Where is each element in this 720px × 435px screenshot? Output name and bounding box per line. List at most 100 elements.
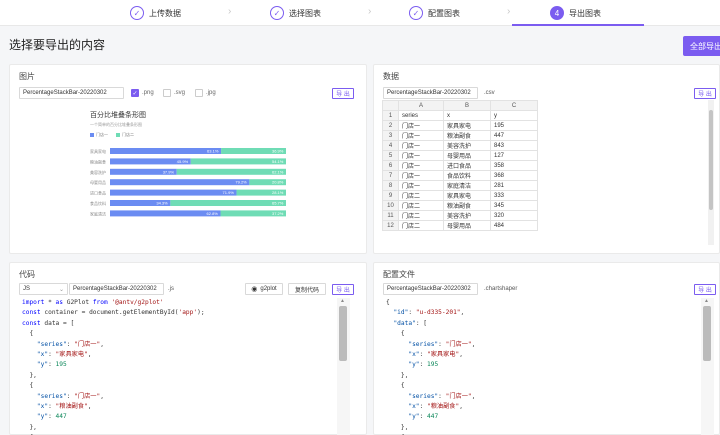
- legend-item: 门店二: [116, 132, 134, 138]
- code-line: "x": "家具家电",: [408, 351, 463, 359]
- export-config-button[interactable]: 导 出: [694, 284, 716, 295]
- code-line: "id": "u-d335-201",: [393, 309, 465, 317]
- table-cell[interactable]: 粮油副食: [443, 200, 491, 211]
- format-svg-checkbox[interactable]: .svg: [163, 89, 185, 97]
- table-cell[interactable]: 家具家电: [443, 190, 491, 201]
- table-cell[interactable]: 195: [490, 120, 538, 131]
- spreadsheet: A B C 1 series x y 2 门店一 家具家电 195 3 门店一 粮油副食 447 4 门店…: [382, 100, 710, 245]
- table-cell[interactable]: 门店一: [398, 140, 444, 151]
- bar-segment: [110, 179, 250, 186]
- table-cell[interactable]: 484: [490, 220, 538, 231]
- step-configure-chart[interactable]: ✓ 配置图表: [409, 3, 460, 23]
- legend-label: 门店二: [122, 132, 134, 137]
- table-cell[interactable]: 家具家电: [443, 120, 491, 131]
- table-cell[interactable]: 门店一: [398, 150, 444, 161]
- code-line: "x": "粮油副食",: [36, 403, 92, 411]
- scrollbar-thumb[interactable]: [709, 110, 713, 210]
- row-number: 10: [382, 200, 399, 211]
- table-cell[interactable]: 门店二: [398, 220, 444, 231]
- language-select[interactable]: JS ⌄: [19, 283, 68, 295]
- export-code-button[interactable]: 导 出: [332, 284, 354, 295]
- bar-segment: [110, 210, 221, 217]
- column-header[interactable]: A: [398, 100, 444, 111]
- scrollbar-thumb[interactable]: [703, 306, 711, 361]
- config-panel: 配置文件 PercentageStackBar-20220302 .charts…: [373, 262, 720, 435]
- config-editor[interactable]: { "id": "u-d335-201", "data": [ { "serie…: [386, 298, 696, 435]
- table-cell[interactable]: 门店一: [398, 120, 444, 131]
- code-line: "x": "家具家电",: [36, 351, 92, 359]
- format-jpg-checkbox[interactable]: .jpg: [195, 89, 216, 97]
- table-row: 3 门店一 粮油副食 447: [382, 130, 538, 141]
- table-cell[interactable]: 粮油副食: [443, 130, 491, 141]
- image-filename-input[interactable]: PercentageStackBar-20220302: [19, 87, 124, 99]
- column-header[interactable]: C: [490, 100, 538, 111]
- table-cell[interactable]: 进口食品: [443, 160, 491, 171]
- step-export-chart[interactable]: 4 导出图表: [550, 3, 601, 23]
- export-data-button[interactable]: 导 出: [694, 88, 716, 99]
- table-cell[interactable]: 333: [490, 190, 538, 201]
- code-line: "series": "门店一",: [408, 392, 476, 400]
- export-image-button[interactable]: 导 出: [332, 88, 354, 99]
- code-editor[interactable]: import * as G2Plot from '@antv/g2plot' co…: [22, 298, 342, 435]
- table-cell[interactable]: 447: [490, 130, 538, 141]
- table-cell[interactable]: 门店一: [398, 170, 444, 181]
- table-cell[interactable]: 843: [490, 140, 538, 151]
- table-cell[interactable]: 门店一: [398, 180, 444, 191]
- table-cell[interactable]: 美容洗护: [443, 210, 491, 221]
- table-cell[interactable]: 门店一: [398, 130, 444, 141]
- chevron-right-icon: ›: [507, 6, 511, 17]
- code-panel: 代码 JS ⌄ PercentageStackBar-20220302 .js …: [9, 262, 367, 435]
- table-cell[interactable]: 门店二: [398, 200, 444, 211]
- legend-item: 门店一: [90, 132, 108, 138]
- table-cell[interactable]: 358: [490, 160, 538, 171]
- table-cell[interactable]: 门店二: [398, 190, 444, 201]
- table-cell[interactable]: 281: [490, 180, 538, 191]
- scroll-up-icon[interactable]: ▲: [704, 298, 709, 304]
- table-cell[interactable]: x: [443, 110, 491, 121]
- table-row: 12 门店二 母婴用品 484: [382, 220, 538, 231]
- step-label: 配置图表: [428, 8, 460, 18]
- scrollbar-thumb[interactable]: [339, 306, 347, 361]
- table-cell[interactable]: 食品饮料: [443, 170, 491, 181]
- checkbox-box: [163, 89, 171, 97]
- table-cell[interactable]: 家庭清洁: [443, 180, 491, 191]
- g2plot-button[interactable]: ◉ g2plot: [245, 283, 283, 295]
- table-cell[interactable]: 门店二: [398, 210, 444, 221]
- data-filename-input[interactable]: PercentageStackBar-20220302: [383, 87, 478, 99]
- format-png-checkbox[interactable]: ✓ .png: [131, 89, 154, 97]
- bar-segment: [176, 168, 286, 175]
- table-cell[interactable]: 368: [490, 170, 538, 181]
- chart-preview: 百分比堆叠条形图 一个简单的百分比堆叠条形图 门店一 门店二 家具家电 63.1%…: [86, 108, 291, 240]
- step-upload-data[interactable]: ✓ 上传数据: [130, 3, 181, 23]
- table-cell[interactable]: 345: [490, 200, 538, 211]
- code-editor-scrollbar[interactable]: ▲: [337, 298, 350, 435]
- step-select-chart[interactable]: ✓ 选择图表: [270, 3, 321, 23]
- bar-value-label: 37.9%: [163, 169, 175, 174]
- config-editor-scrollbar[interactable]: ▲: [701, 298, 714, 435]
- chevron-right-icon: ›: [368, 6, 372, 17]
- spreadsheet-table: A B C 1 series x y 2 门店一 家具家电 195 3 门店一 粮油副食 447 4 门店…: [382, 100, 538, 231]
- copy-code-button[interactable]: 复制代码: [288, 283, 326, 295]
- spreadsheet-scrollbar[interactable]: [708, 100, 714, 245]
- table-cell[interactable]: 母婴用品: [443, 220, 491, 231]
- table-cell[interactable]: 127: [490, 150, 538, 161]
- chart-legend: 门店一 门店二: [90, 132, 134, 138]
- code-line: "series": "门店一",: [36, 340, 104, 348]
- table-cell[interactable]: y: [490, 110, 538, 121]
- table-cell[interactable]: 门店一: [398, 160, 444, 171]
- table-cell[interactable]: series: [398, 110, 444, 121]
- table-row: 4 门店一 美容洗护 843: [382, 140, 538, 151]
- checkbox-box: [195, 89, 203, 97]
- table-cell[interactable]: 美容洗护: [443, 140, 491, 151]
- panel-title: 图片: [19, 72, 35, 81]
- config-filename-input[interactable]: PercentageStackBar-20220302: [383, 283, 478, 295]
- code-filename-input[interactable]: PercentageStackBar-20220302: [69, 283, 164, 295]
- column-header[interactable]: B: [443, 100, 491, 111]
- code-line: },: [22, 371, 37, 379]
- table-cell[interactable]: 母婴用品: [443, 150, 491, 161]
- export-all-button[interactable]: 全部导出: [683, 36, 720, 56]
- table-cell[interactable]: 320: [490, 210, 538, 221]
- bar-value-label: 20.8%: [272, 180, 284, 185]
- bar-segment: [110, 200, 171, 206]
- scroll-up-icon[interactable]: ▲: [340, 298, 345, 304]
